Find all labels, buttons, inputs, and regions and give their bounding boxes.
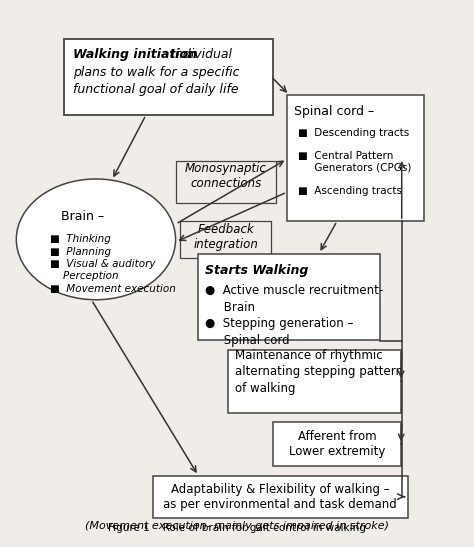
FancyBboxPatch shape [198,254,380,340]
Text: ■  Descending tracts

■  Central Pattern
     Generators (CPGs)

■  Ascending tr: ■ Descending tracts ■ Central Pattern Ge… [299,127,412,195]
Text: Brain –: Brain – [61,211,104,224]
FancyBboxPatch shape [273,422,401,467]
FancyBboxPatch shape [64,38,273,115]
Text: Spinal cord –: Spinal cord – [294,106,374,119]
Text: Walking initiation: Walking initiation [73,48,197,61]
Text: Figure 1    Role of brain for gait control in walking: Figure 1 Role of brain for gait control … [108,523,366,533]
Text: – Individual: – Individual [157,48,232,61]
FancyBboxPatch shape [180,221,271,258]
FancyBboxPatch shape [287,95,424,221]
FancyBboxPatch shape [153,476,408,517]
Text: Adaptability & Flexibility of walking –
as per environmental and task demand: Adaptability & Flexibility of walking – … [164,482,397,511]
Text: Monosynaptic
connections: Monosynaptic connections [185,162,266,190]
Text: plans to walk for a specific
functional goal of daily life: plans to walk for a specific functional … [73,66,240,96]
Text: ■  Thinking
■  Planning
■  Visual & auditory
    Perception
■  Movement executio: ■ Thinking ■ Planning ■ Visual & auditor… [50,234,176,294]
Ellipse shape [16,179,175,300]
Text: Afferent from
Lower extremity: Afferent from Lower extremity [289,430,385,458]
Text: Starts Walking: Starts Walking [205,264,309,277]
Text: Maintenance of rhythmic
alternating stepping pattern
of walking: Maintenance of rhythmic alternating step… [235,348,403,395]
Text: ●  Active muscle recruitment-
     Brain
●  Stepping generation –
     Spinal co: ● Active muscle recruitment- Brain ● Ste… [205,284,383,347]
Text: (Movement execution- mainly gets impaired in stroke): (Movement execution- mainly gets impaire… [85,521,389,531]
Text: Feedback
integration: Feedback integration [193,223,258,251]
FancyBboxPatch shape [228,350,401,412]
FancyBboxPatch shape [175,161,276,202]
